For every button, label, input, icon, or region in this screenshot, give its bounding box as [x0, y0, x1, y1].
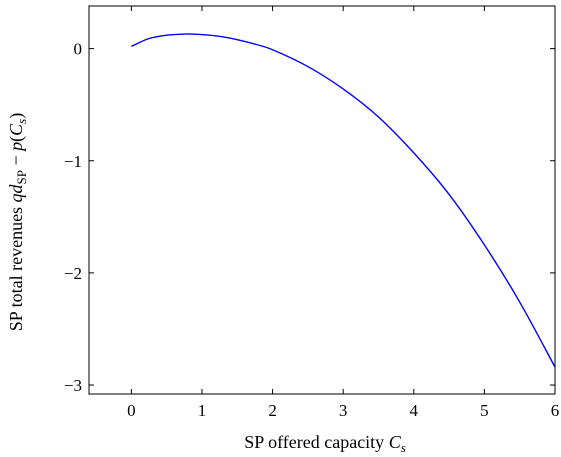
x-axis-title-sub: s [401, 440, 406, 455]
x-axis-title-var: C [389, 432, 402, 452]
y-axis-title-close: ) [6, 113, 27, 119]
x-axis-title: SP offered capacity Cs [244, 432, 406, 455]
y-axis-title: SP total revenues qdSP − p(Cs) [6, 113, 29, 332]
x-axis-title-prefix: SP offered capacity [244, 432, 388, 452]
y-axis-title-qd: qd [6, 183, 26, 202]
y-axis-title-minus: − [6, 151, 26, 170]
series-layer [131, 33, 556, 368]
y-tick-label: −3 [64, 376, 82, 395]
x-tick-label: 0 [127, 401, 136, 420]
x-tick-label: 3 [339, 401, 348, 420]
tick-labels: 0 1 2 3 4 5 6 0 −1 −2 −3 [64, 40, 559, 420]
x-tick-label: 6 [551, 401, 560, 420]
y-tick-label: 0 [74, 40, 83, 59]
y-tick-label: −2 [64, 264, 82, 283]
x-tick-label: 2 [268, 401, 277, 420]
x-tick-label: 5 [480, 401, 489, 420]
y-axis-title-p: p [6, 142, 26, 153]
y-tick-label: −1 [64, 152, 82, 171]
ticks [89, 6, 556, 394]
y-axis-title-sp: SP [14, 170, 29, 184]
y-axis-title-sub: s [14, 119, 29, 124]
y-axis-title-prefix: SP total revenues [6, 202, 26, 331]
plot-frame [88, 5, 556, 395]
x-tick-label: 1 [198, 401, 207, 420]
y-axis-title-var: C [6, 123, 26, 136]
x-tick-label: 4 [410, 401, 419, 420]
y-axis-title-open: ( [6, 136, 27, 142]
series-line [131, 33, 556, 368]
